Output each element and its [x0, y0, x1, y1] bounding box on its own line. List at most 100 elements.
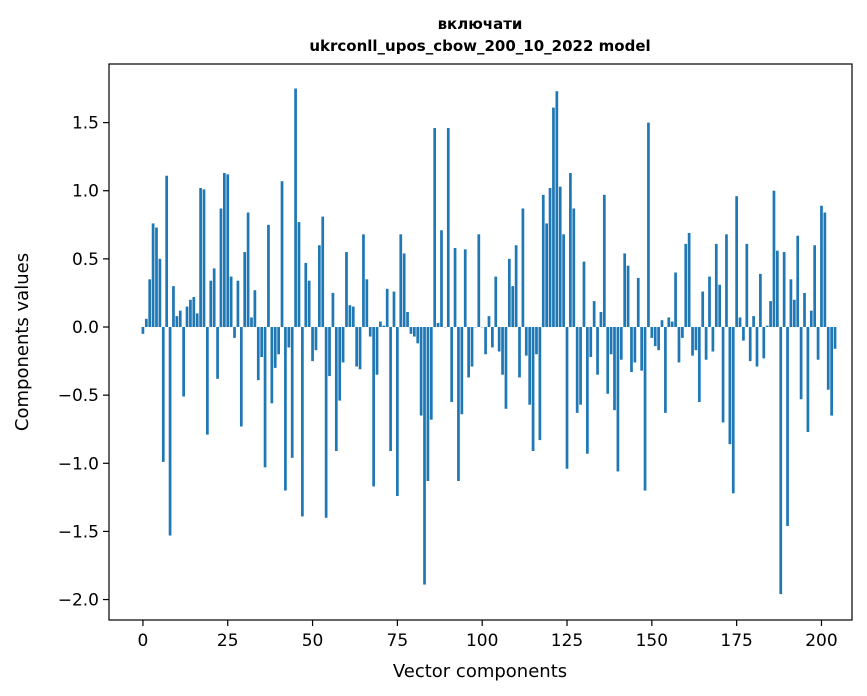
bar-162 — [691, 327, 694, 356]
bar-94 — [460, 327, 464, 415]
bar-189 — [782, 252, 786, 328]
bar-179 — [748, 327, 752, 362]
x-tick-label: 125 — [551, 631, 583, 651]
bar-5 — [158, 258, 162, 328]
bar-132 — [589, 327, 593, 357]
bar-67 — [368, 327, 372, 337]
bar-188 — [779, 327, 783, 595]
bar-2 — [148, 279, 152, 328]
bar-115 — [531, 327, 535, 452]
bar-79 — [409, 327, 413, 334]
bar-154 — [664, 327, 667, 413]
bar-41 — [280, 181, 284, 328]
bar-39 — [273, 327, 277, 368]
bar-36 — [263, 327, 267, 468]
bar-25 — [226, 174, 230, 328]
bar-series — [141, 88, 837, 595]
bar-88 — [440, 230, 443, 327]
bar-175 — [735, 196, 738, 328]
bar-133 — [592, 301, 596, 328]
bar-138 — [609, 327, 613, 355]
bar-62 — [351, 306, 355, 328]
x-tick-label: 150 — [636, 631, 668, 651]
bar-125 — [565, 327, 569, 469]
bar-127 — [572, 208, 576, 328]
bar-157 — [674, 272, 677, 328]
bar-103 — [491, 327, 494, 348]
bar-53 — [321, 216, 325, 328]
bar-186 — [772, 190, 776, 328]
bar-142 — [623, 253, 627, 328]
bar-90 — [446, 128, 450, 328]
bar-153 — [660, 320, 664, 328]
bar-177 — [742, 327, 745, 341]
bar-117 — [538, 327, 542, 441]
bar-170 — [718, 284, 722, 328]
bar-128 — [575, 327, 579, 413]
bar-121 — [552, 107, 555, 328]
bar-23 — [219, 208, 223, 328]
bar-107 — [504, 327, 508, 409]
bar-195 — [803, 292, 806, 328]
bar-43 — [287, 327, 291, 348]
bar-148 — [643, 327, 647, 491]
bar-203 — [830, 327, 833, 416]
bar-0 — [141, 327, 145, 334]
bar-8 — [168, 327, 172, 536]
bar-16 — [195, 313, 199, 328]
bar-149 — [647, 122, 650, 328]
bar-174 — [731, 327, 735, 494]
bar-155 — [667, 317, 671, 328]
bar-35 — [260, 327, 264, 357]
bar-33 — [253, 290, 257, 328]
chart-title: включати — [438, 15, 523, 33]
bar-197 — [809, 310, 813, 328]
bar-167 — [708, 276, 711, 328]
bar-1 — [144, 318, 148, 328]
y-tick-label: 1.5 — [72, 114, 99, 134]
bar-85 — [429, 327, 433, 420]
bar-201 — [823, 212, 827, 328]
bar-99 — [477, 234, 481, 328]
bar-150 — [650, 327, 654, 338]
x-axis-label: Vector components — [393, 661, 567, 682]
bar-58 — [338, 327, 342, 401]
bar-190 — [786, 327, 789, 526]
bar-193 — [796, 235, 800, 328]
bar-145 — [633, 327, 637, 363]
x-axis-ticks: 0 25 50 75 100 125 150 175 200 — [138, 620, 838, 651]
bar-146 — [636, 277, 640, 328]
y-tick-label: 0.5 — [72, 250, 99, 270]
bar-108 — [507, 258, 511, 328]
bar-19 — [206, 327, 209, 435]
bar-102 — [487, 316, 491, 328]
bar-97 — [470, 327, 474, 367]
x-tick-label: 175 — [720, 631, 752, 651]
y-tick-label: 1.0 — [72, 182, 99, 202]
bar-9 — [172, 286, 175, 328]
bar-131 — [586, 327, 589, 454]
bar-137 — [606, 327, 610, 394]
bar-12 — [182, 327, 185, 397]
bar-141 — [619, 327, 623, 360]
bar-183 — [762, 327, 766, 359]
bar-59 — [341, 327, 345, 363]
bar-84 — [426, 327, 430, 481]
bar-169 — [714, 243, 718, 328]
bar-70 — [379, 321, 382, 328]
bar-34 — [256, 327, 260, 381]
bar-178 — [745, 243, 749, 328]
bar-18 — [202, 189, 206, 328]
bar-30 — [243, 252, 247, 328]
bar-22 — [216, 327, 219, 379]
bar-14 — [189, 299, 192, 327]
bar-126 — [569, 173, 572, 328]
bar-32 — [250, 317, 253, 328]
bar-168 — [711, 327, 715, 352]
bar-69 — [375, 327, 379, 375]
bar-82 — [419, 327, 423, 416]
bar-114 — [528, 327, 532, 405]
bar-123 — [558, 186, 562, 328]
